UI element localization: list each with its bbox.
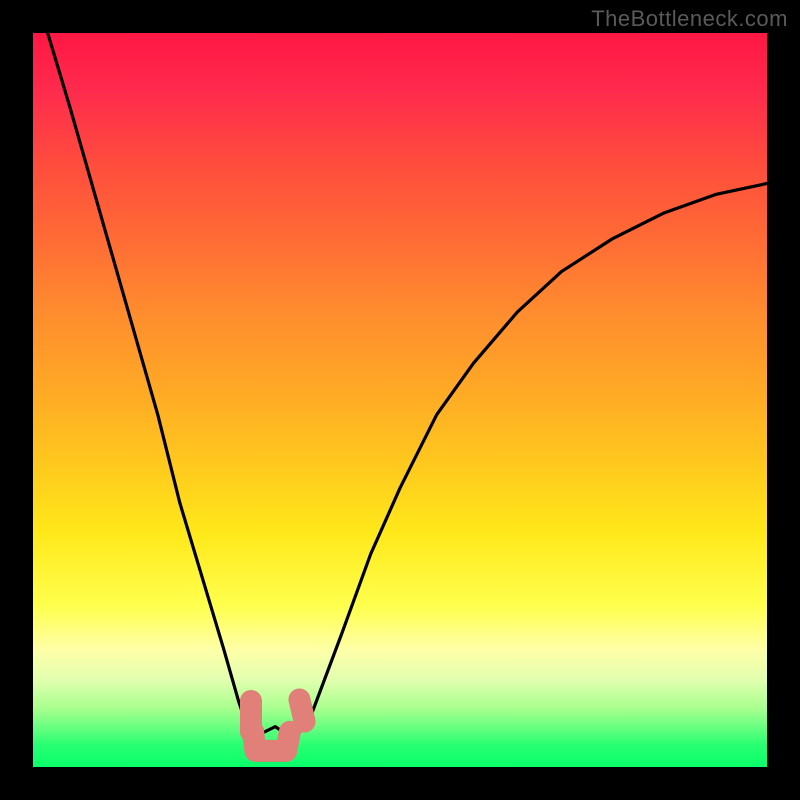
watermark-text: TheBottleneck.com	[591, 6, 788, 32]
chart-gradient-background	[33, 33, 767, 767]
